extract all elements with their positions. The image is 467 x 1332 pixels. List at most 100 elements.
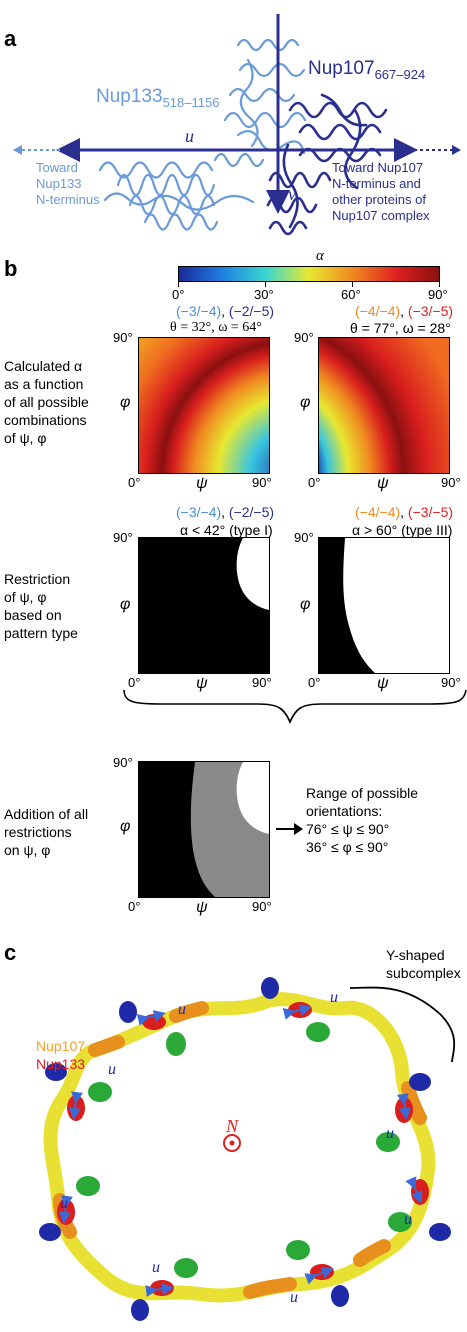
row2-right-ytick-90: 90° [294,530,314,545]
row2-right-xtick-0: 0° [308,675,321,690]
row2-left-xtick-0: 0° [128,675,141,690]
row1-left-header-a: (−3/−4) [176,303,222,319]
result-line-2: orientations: [306,803,383,819]
nup133-structure [98,38,307,231]
row2-right-mask [318,537,450,674]
row1-left-heatmap [138,337,270,474]
row3-xlabel: ψ [196,899,208,916]
row2-right-ylabel: φ [300,596,311,613]
colorbar-tick-0: 0° [172,287,185,302]
nup107-range: 667–924 [374,66,426,82]
row2-label-line-2: of ψ, φ [4,589,47,605]
row2-label-line-4: pattern type [4,625,78,641]
row1-right-angles: θ = 77°, ω = 28° [350,320,451,336]
row1-right-header-b: (−3/−5) [407,303,454,319]
row1-label-line-5: of ψ, φ [4,430,47,446]
panel-a-graphic [13,14,461,236]
row1-right-ylabel: φ [300,394,311,411]
row3-combined-mask [138,761,270,898]
toward-nup107-line-3: other proteins of [332,192,426,207]
ring-u-label-7: u [60,1195,68,1212]
row2-right-condition: α > 60° (type III) [352,522,453,538]
row2-left-ytick-90: 90° [113,530,133,545]
row3-xtick-0: 0° [128,899,141,914]
row2-right-xtick-90: 90° [441,675,461,690]
panel-c-letter: c [4,940,17,965]
colorbar-tick-60: 60° [341,287,361,302]
row1-label: Calculated α as a function of all possib… [4,357,89,447]
row1-right-header-sep: , [400,303,408,319]
toward-nup107-line-4: Nup107 complex [332,208,430,223]
row1-label-line-4: combinations [4,412,87,428]
toward-nup107-text: Toward Nup107 N-terminus and other prote… [332,160,430,224]
nup107-label: Nup107667–924 [308,58,425,86]
row1-label-line-3: of all possible [4,394,89,410]
row1-left-xtick-0: 0° [128,475,141,490]
row2-right-header: (−4/−4), (−3/−5) [355,504,453,520]
result-line-4: 36° ≤ φ ≤ 90° [306,839,389,855]
curly-brace [123,689,467,725]
row1-left-ylabel: φ [120,394,131,411]
row2-left-header: (−3/−4), (−2/−5) [176,504,274,520]
row2-left-xtick-90: 90° [252,675,272,690]
toward-nup133-line-2: Nup133 [36,176,82,191]
row1-left-header: (−3/−4), (−2/−5) [176,303,274,319]
colorbar-title: α [316,248,324,264]
row3-result: Range of possible orientations: 76° ≤ ψ … [306,784,418,856]
row1-left-header-b: (−2/−5) [228,303,275,319]
row1-right-xtick-0: 0° [308,475,321,490]
row1-right-xtick-90: 90° [441,475,461,490]
toward-nup133-line-3: N-terminus [36,192,100,207]
row2-label: Restriction of ψ, φ based on pattern typ… [4,570,78,642]
row1-left-angles: θ = 32°, ω = 64° [170,320,262,335]
row1-left-header-sep: , [221,303,229,319]
row2-right-header-sep: , [400,504,408,520]
row2-left-header-b: (−2/−5) [228,504,275,520]
colorbar-tick-90: 90° [428,287,448,302]
row2-left-header-a: (−3/−4) [176,504,222,520]
y-subcomplex-line-2: subcomplex [386,965,461,981]
ring-u-label-1: u [178,1001,186,1018]
row2-right-header-a: (−4/−4) [355,504,401,520]
row1-left-xlabel: ψ [196,475,208,492]
row2-label-line-1: Restriction [4,571,71,587]
panel-a-letter: a [4,26,17,51]
row3-label-line-2: restrictions [4,824,72,840]
row1-left-xtick-90: 90° [252,475,272,490]
nup107-ring-label: Nup107 [36,1038,86,1054]
row1-left-ytick-90: 90° [113,330,133,345]
row3-label: Addition of all restrictions on ψ, φ [4,805,88,859]
row3-ylabel: φ [120,818,131,835]
nup133-ring-label: Nup133 [36,1056,86,1072]
ring-u-label-3: u [386,1125,394,1142]
row2-left-condition: α < 42° (type I) [180,522,273,538]
panel-a-u-label: u [185,126,194,146]
y-subcomplex-line-1: Y-shaped [386,947,445,963]
row3-xtick-90: 90° [252,899,272,914]
subcomplex-brace [349,986,456,1063]
row3-ytick-90: 90° [113,755,133,770]
row2-right-header-b: (−3/−5) [407,504,454,520]
row1-right-header: (−4/−4), (−3/−5) [355,303,453,319]
nup107-name: Nup107 [308,58,375,79]
row2-left-ylabel: φ [120,596,131,613]
panel-a-v-label: v [288,184,296,204]
row1-right-ytick-90: 90° [294,330,314,345]
row1-label-line-1: Calculated α [4,358,83,374]
nup133-label: Nup133518–1156 [96,86,219,114]
row2-right-xlabel: ψ [377,675,389,692]
result-line-3: 76° ≤ ψ ≤ 90° [306,821,390,837]
toward-nup133-text: Toward Nup133 N-terminus [36,160,100,208]
y-subcomplex-label: Y-shaped subcomplex [386,946,461,982]
colorbar-tick-30: 30° [254,287,274,302]
alpha-colorbar [178,266,440,282]
row1-right-heatmap [318,337,450,474]
row3-label-line-3: on ψ, φ [4,842,51,858]
center-n-label: N [226,1116,239,1136]
ring-u-label-6: u [152,1259,160,1276]
result-arrow [276,823,303,835]
row1-right-xlabel: ψ [377,475,389,492]
colorbar-tick-marks [178,282,440,287]
toward-nup107-line-2: N-terminus and [332,176,421,191]
nup133-name: Nup133 [96,86,163,107]
